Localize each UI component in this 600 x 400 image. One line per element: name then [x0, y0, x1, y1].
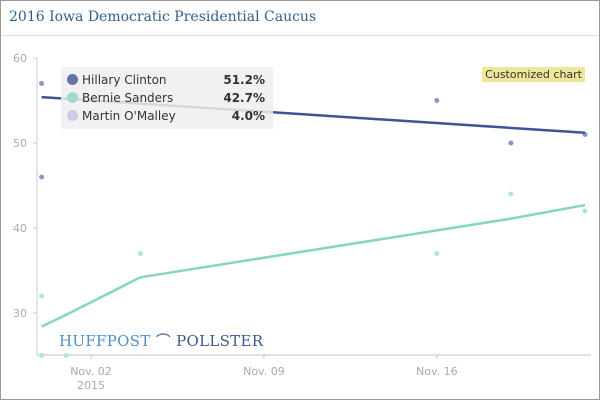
- chart-title: 2016 Iowa Democratic Presidential Caucus: [9, 9, 317, 25]
- trend-line: [41, 203, 586, 328]
- y-tick-label: 30: [13, 307, 27, 320]
- legend-swatch: [67, 74, 78, 85]
- legend-label: Martin O'Malley: [82, 109, 176, 123]
- legend-value: 42.7%: [223, 91, 265, 105]
- data-point: [39, 293, 45, 299]
- legend-swatch: [67, 110, 78, 121]
- data-point: [508, 140, 514, 146]
- legend-value: 4.0%: [231, 109, 265, 123]
- data-point: [63, 353, 69, 358]
- x-tick-label: Nov. 02: [70, 365, 112, 378]
- data-point: [39, 174, 45, 180]
- data-point: [137, 251, 143, 256]
- legend: Hillary Clinton 51.2% Bernie Sanders 42.7%…: [61, 67, 273, 129]
- data-point: [508, 191, 514, 197]
- data-point: [582, 208, 588, 214]
- x-tick-label: Nov. 09: [243, 365, 285, 378]
- x-tick-sublabel: 2015: [77, 379, 105, 392]
- data-point: [434, 98, 440, 103]
- huffpost-pollster-logo: HUFFPOST ⌒ POLLSTER: [59, 332, 264, 350]
- legend-item-omalley[interactable]: Martin O'Malley 4.0%: [67, 107, 265, 125]
- customized-chart-badge: Customized chart: [482, 67, 585, 82]
- legend-item-clinton[interactable]: Hillary Clinton 51.2%: [67, 71, 265, 89]
- legend-label: Hillary Clinton: [82, 73, 167, 87]
- legend-swatch: [67, 92, 78, 103]
- legend-label: Bernie Sanders: [82, 91, 174, 105]
- data-point: [434, 251, 440, 256]
- legend-value: 51.2%: [223, 73, 265, 87]
- y-tick-label: 50: [13, 137, 27, 150]
- legend-item-sanders[interactable]: Bernie Sanders 42.7%: [67, 89, 265, 107]
- data-point: [39, 353, 45, 358]
- data-point: [39, 81, 45, 86]
- title-divider: [1, 35, 599, 36]
- x-tick-label: Nov. 16: [416, 365, 458, 378]
- y-tick-label: 40: [13, 222, 27, 235]
- y-tick-label: 60: [13, 52, 27, 65]
